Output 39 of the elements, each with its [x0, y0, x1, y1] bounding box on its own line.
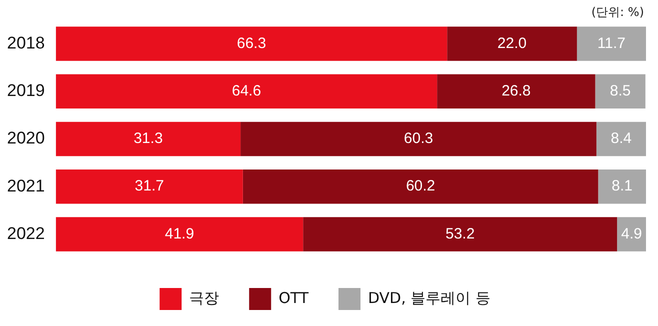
text: (단위: %) [591, 4, 644, 21]
bar [617, 217, 646, 252]
data-label: 66.3 [236, 34, 266, 52]
bar [240, 122, 596, 156]
y-tick-label: 2022 [6, 224, 45, 243]
bar [56, 122, 241, 156]
data-label: 60.2 [406, 178, 436, 195]
data-label: 11.7 [597, 34, 626, 52]
y-tick-label: 2020 [6, 128, 45, 148]
bar [56, 217, 304, 252]
bar [56, 169, 243, 204]
bar [303, 217, 618, 252]
legend-label: DVD, 블루레이 등 [368, 288, 490, 307]
legend-label: 극장 [189, 288, 220, 307]
legend-label: OTT [278, 288, 310, 307]
y-tick-label: 2021 [6, 176, 45, 196]
bar [242, 169, 598, 204]
data-label: 31.7 [134, 178, 164, 195]
data-label: 53.2 [445, 225, 475, 242]
bar [595, 74, 646, 109]
bar [598, 169, 646, 204]
bar [56, 26, 448, 61]
bar [576, 26, 646, 61]
bar [596, 122, 646, 156]
bar [437, 74, 596, 109]
data-label: 8.5 [610, 82, 631, 100]
data-label: 60.3 [404, 130, 434, 148]
data-label: 31.3 [134, 130, 163, 148]
data-label: 64.6 [232, 82, 262, 100]
data-label: 8.1 [612, 178, 633, 195]
data-label: 26.8 [502, 82, 531, 100]
y-tick-label: 2018 [6, 33, 45, 52]
data-label: 22.0 [497, 34, 527, 52]
data-label: 41.9 [164, 225, 194, 242]
bar [447, 26, 577, 61]
data-label: 8.4 [610, 130, 632, 148]
y-tick-label: 2019 [6, 81, 45, 100]
data-label: 4.9 [621, 225, 642, 242]
bar [56, 74, 438, 109]
